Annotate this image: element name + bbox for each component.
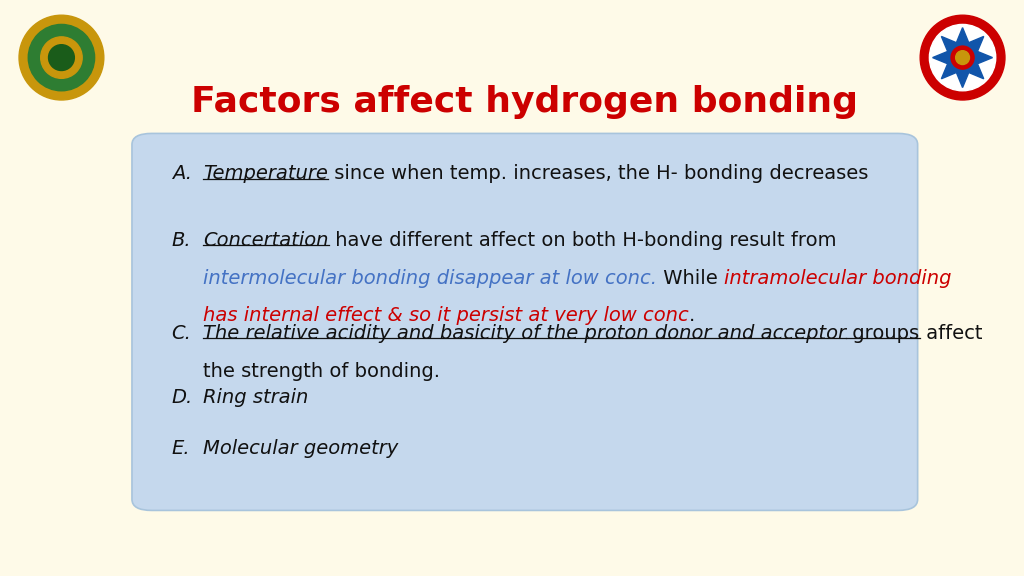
Text: .: . (689, 306, 695, 325)
Text: the strength of bonding.: the strength of bonding. (204, 362, 440, 381)
Polygon shape (933, 28, 992, 88)
FancyBboxPatch shape (132, 134, 918, 510)
Text: affect: affect (920, 324, 982, 343)
Text: The relative acidity and basicity of the proton donor and acceptor: The relative acidity and basicity of the… (204, 324, 847, 343)
Circle shape (48, 45, 75, 70)
Text: Ring strain: Ring strain (204, 388, 309, 407)
Text: have different affect on both H-bonding result from: have different affect on both H-bonding … (329, 231, 837, 250)
Text: intermolecular bonding disappear at low conc.: intermolecular bonding disappear at low … (204, 268, 657, 287)
Text: groups: groups (847, 324, 920, 343)
Circle shape (41, 37, 82, 78)
Circle shape (921, 15, 1005, 100)
Text: intramolecular bonding: intramolecular bonding (724, 268, 952, 287)
Text: Molecular geometry: Molecular geometry (204, 439, 398, 458)
Text: E.: E. (172, 439, 190, 458)
Circle shape (951, 46, 974, 69)
Circle shape (19, 15, 103, 100)
Circle shape (29, 24, 94, 91)
Circle shape (930, 24, 995, 91)
Text: Factors affect hydrogen bonding: Factors affect hydrogen bonding (191, 85, 858, 119)
Text: D.: D. (172, 388, 193, 407)
Text: B.: B. (172, 231, 191, 250)
Text: since when temp. increases, the H- bonding decreases: since when temp. increases, the H- bondi… (329, 165, 868, 184)
Text: While: While (657, 268, 724, 287)
Text: has internal effect & so it persist at very low conc: has internal effect & so it persist at v… (204, 306, 689, 325)
Text: Temperature: Temperature (204, 165, 329, 184)
Text: C.: C. (172, 324, 191, 343)
Circle shape (955, 51, 970, 65)
Text: Concertation: Concertation (204, 231, 329, 250)
Text: A.: A. (172, 165, 191, 184)
